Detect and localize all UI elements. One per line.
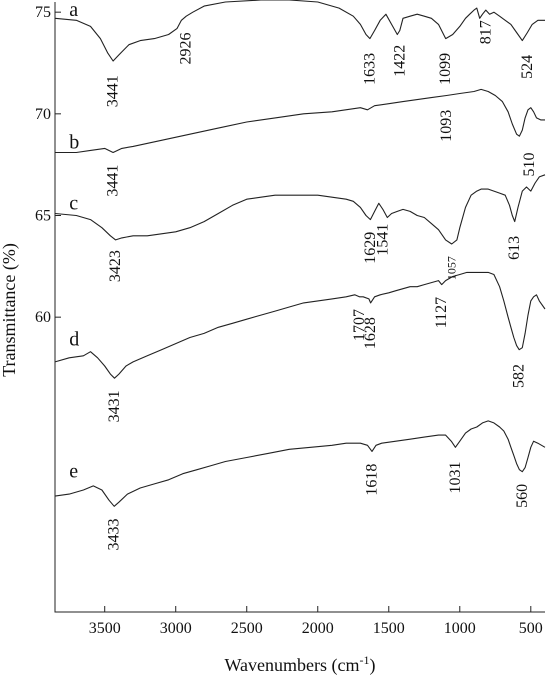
peak-label: 524 xyxy=(519,55,536,79)
y-axis-label: Transmittance (%) xyxy=(0,243,20,377)
axes xyxy=(54,2,545,613)
x-tick-label: 3000 xyxy=(160,620,192,637)
peak-label: 3431 xyxy=(106,390,123,422)
x-tick-label: 1000 xyxy=(444,620,476,637)
peak-label: 1629 xyxy=(362,232,379,264)
peak-label: 2926 xyxy=(178,33,195,65)
peak-label: 3433 xyxy=(106,518,123,550)
peak-label: 613 xyxy=(506,236,523,260)
series-line-c xyxy=(54,174,546,245)
peak-label: 1633 xyxy=(361,53,378,85)
series-line-d xyxy=(54,271,546,379)
peak-label: 817 xyxy=(477,20,494,44)
x-tick-label: 2500 xyxy=(231,620,263,637)
y-tick-label: 65 xyxy=(35,208,51,225)
peak-label: 1057 xyxy=(445,256,459,280)
peak-label: 560 xyxy=(514,484,531,508)
x-tick-label: 2000 xyxy=(302,620,334,637)
peak-label: 3423 xyxy=(107,250,124,282)
peak-label: 1422 xyxy=(391,45,408,77)
peak-label: 510 xyxy=(521,152,538,176)
series-line-e xyxy=(54,420,546,507)
peak-label: 1541 xyxy=(374,224,391,256)
series-line-a xyxy=(54,0,545,62)
axis-frame xyxy=(54,2,545,613)
peak-label: 582 xyxy=(511,364,528,388)
x-axis-label-unit-exponent: -1 xyxy=(360,653,370,667)
series-label-d: d xyxy=(69,329,79,351)
peak-label: 1093 xyxy=(438,110,455,142)
x-tick-label: 3500 xyxy=(89,620,121,637)
y-tick-label: 70 xyxy=(35,106,51,123)
peak-label: 3441 xyxy=(105,165,122,197)
peak-label: 1099 xyxy=(437,53,454,85)
x-tick-label: 500 xyxy=(519,620,543,637)
x-axis-label: Wavenumbers (cm-1) xyxy=(225,653,376,676)
series-label-a: a xyxy=(69,0,78,21)
x-ticks: 3500 3000 2500 2000 1500 1000 500 xyxy=(89,606,543,637)
peak-label: 1707 xyxy=(351,309,368,341)
peak-label: 1031 xyxy=(447,462,464,494)
peak-label: 1628 xyxy=(362,317,379,349)
peak-annotations: 3441 2926 1633 1422 1099 817 524 3441 1093 510 342… xyxy=(105,20,538,550)
peak-label: 1618 xyxy=(364,464,381,496)
peak-label: 3441 xyxy=(105,75,122,107)
series-layer: a b c d e xyxy=(54,0,546,507)
y-tick-label: 75 xyxy=(35,4,51,21)
x-axis-label-main: Wavenumbers (cm xyxy=(225,655,360,676)
series-label-b: b xyxy=(69,131,79,153)
series-label-c: c xyxy=(69,192,78,214)
x-tick-label: 1500 xyxy=(373,620,405,637)
series-label-e: e xyxy=(69,461,78,483)
x-axis-label-close: ) xyxy=(370,655,376,676)
y-tick-label: 60 xyxy=(35,309,51,326)
series-line-b xyxy=(55,88,545,154)
peak-label: 1127 xyxy=(433,297,450,328)
y-ticks: 60 65 70 75 xyxy=(35,4,61,326)
